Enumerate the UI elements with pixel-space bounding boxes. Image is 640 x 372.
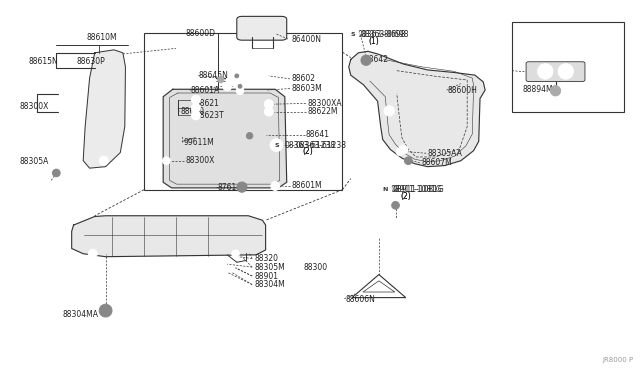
Ellipse shape [237,182,247,192]
Ellipse shape [233,72,241,80]
Ellipse shape [264,107,273,116]
Ellipse shape [232,250,239,257]
Polygon shape [72,216,266,257]
Ellipse shape [191,95,200,104]
Ellipse shape [236,83,244,90]
Text: 88304M: 88304M [255,280,285,289]
Text: 88600H: 88600H [448,86,478,94]
Ellipse shape [223,82,232,91]
FancyBboxPatch shape [526,62,585,81]
Text: (2): (2) [401,192,412,201]
Text: 86400N: 86400N [291,35,321,44]
Text: 88894M: 88894M [522,85,553,94]
Ellipse shape [558,64,573,79]
Text: S: S [350,32,355,37]
Ellipse shape [218,76,224,83]
Ellipse shape [404,157,412,164]
Text: 88623T: 88623T [195,111,224,120]
Text: 88601A: 88601A [191,86,220,94]
Text: 88601M: 88601M [291,182,322,190]
Text: 88300X: 88300X [19,102,49,110]
Bar [512,22,624,112]
Ellipse shape [396,148,404,155]
Ellipse shape [99,156,108,165]
Ellipse shape [271,182,280,190]
Text: 87614N: 87614N [218,183,248,192]
Text: 88607M: 88607M [421,158,452,167]
Ellipse shape [236,87,244,94]
Text: 88901: 88901 [255,272,279,280]
Ellipse shape [88,249,97,258]
Ellipse shape [246,132,253,139]
Text: 08363-61238: 08363-61238 [284,141,335,150]
Text: 88305A: 88305A [19,157,49,166]
Text: 88300: 88300 [304,263,328,272]
Text: S: S [274,142,279,148]
Ellipse shape [270,139,283,151]
Text: 88600D: 88600D [186,29,216,38]
Text: 88620: 88620 [180,107,205,116]
Ellipse shape [538,64,553,79]
Text: (2): (2) [302,147,313,156]
Text: 88615N: 88615N [29,57,58,66]
Text: 88300X: 88300X [186,156,215,165]
Text: (2): (2) [401,192,412,201]
Text: 08911-1081G: 08911-1081G [393,185,445,194]
Text: 88606N: 88606N [346,295,376,304]
Ellipse shape [346,28,359,41]
Text: 88602: 88602 [291,74,315,83]
Text: 88610M: 88610M [86,33,117,42]
Ellipse shape [163,157,170,164]
Ellipse shape [238,84,242,88]
Text: 88320: 88320 [255,254,279,263]
Text: 88305M: 88305M [255,263,285,272]
Ellipse shape [191,103,200,112]
Text: 88300XA: 88300XA [307,99,342,108]
Text: (2): (2) [302,147,313,156]
Text: 88621: 88621 [195,99,219,108]
Polygon shape [163,89,287,188]
Text: (1): (1) [369,37,380,46]
FancyBboxPatch shape [237,16,287,40]
Ellipse shape [384,106,394,116]
Text: 88641: 88641 [306,130,330,139]
Text: 99611M: 99611M [184,138,214,147]
Text: 88603M: 88603M [291,84,322,93]
Text: 08363-61238: 08363-61238 [296,141,347,150]
Text: 08363-8I698: 08363-8I698 [360,30,409,39]
Text: 88304MA: 88304MA [63,310,99,319]
Text: JR8000 P: JR8000 P [602,357,634,363]
Text: (1): (1) [369,37,380,46]
Polygon shape [83,50,125,168]
Ellipse shape [379,183,392,196]
Ellipse shape [235,74,239,78]
Ellipse shape [392,202,399,209]
Bar [144,33,342,190]
Ellipse shape [361,55,371,65]
Text: 88630P: 88630P [77,57,106,66]
Text: 08911-1081G: 08911-1081G [390,185,442,194]
Ellipse shape [99,304,112,317]
Ellipse shape [550,86,561,96]
Ellipse shape [399,145,408,154]
Text: 88645N: 88645N [198,71,228,80]
Ellipse shape [52,169,60,177]
Text: 88642: 88642 [365,55,388,64]
Text: 08363-8I698: 08363-8I698 [357,30,406,39]
Ellipse shape [264,100,273,109]
Ellipse shape [191,111,200,120]
Polygon shape [349,51,485,167]
Text: N: N [383,187,388,192]
Text: 88622M: 88622M [307,107,338,116]
Text: 88305AA: 88305AA [428,149,462,158]
